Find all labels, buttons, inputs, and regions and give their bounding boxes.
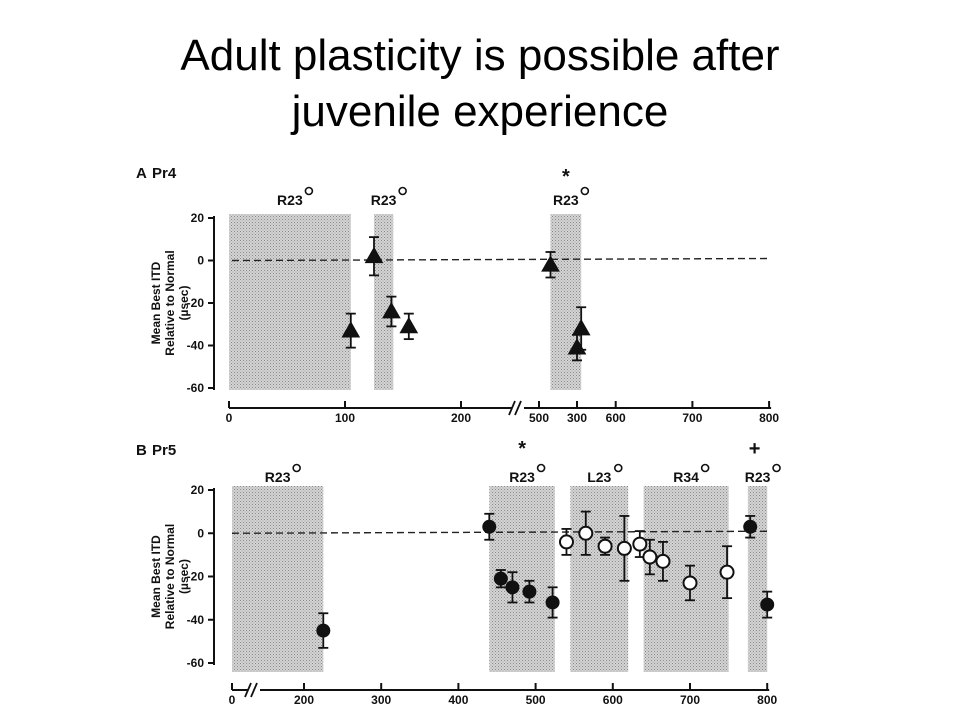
x-tick-label: 300 xyxy=(567,411,587,425)
degree-sign xyxy=(536,463,546,473)
data-point-open xyxy=(558,534,574,550)
axis-break xyxy=(508,400,516,416)
x-tick-label: 700 xyxy=(682,411,702,425)
x-tick-label: 800 xyxy=(757,693,777,707)
y-axis-label: Mean Best ITD xyxy=(149,535,163,618)
degree-sign xyxy=(304,186,314,196)
data-point-filled xyxy=(482,519,497,534)
data-point-triangle xyxy=(364,246,384,264)
y-axis-label: Relative to Normal xyxy=(163,524,177,629)
data-point-triangle xyxy=(341,321,361,338)
degree-sign xyxy=(613,463,623,473)
y-tick-label: -40 xyxy=(187,613,205,627)
y-tick-label: 20 xyxy=(191,211,205,225)
period-label: R34 xyxy=(673,469,699,485)
x-tick-label: 100 xyxy=(335,411,355,425)
data-point-filled xyxy=(522,584,537,599)
y-tick-label: 20 xyxy=(191,483,205,497)
data-point-filled xyxy=(760,597,775,612)
data-point-open xyxy=(632,536,648,552)
x-tick-label: 500 xyxy=(529,411,549,425)
y-axis-label: Mean Best ITD xyxy=(149,261,163,344)
data-point-open xyxy=(642,549,658,565)
degree-sign xyxy=(700,463,710,473)
data-point-open xyxy=(655,553,671,569)
x-tick-label: 800 xyxy=(759,411,779,425)
axis-break xyxy=(244,682,252,698)
significance-marker: + xyxy=(749,438,761,460)
data-point-open xyxy=(578,525,594,541)
x-tick-label: 600 xyxy=(606,411,626,425)
degree-sign xyxy=(292,463,301,473)
shaded-period xyxy=(747,486,768,672)
degree-sign xyxy=(398,186,407,196)
data-point-filled xyxy=(743,519,758,534)
data-point-triangle xyxy=(541,255,560,272)
x-tick-label: 0 xyxy=(226,411,233,425)
slide-title: Adult plasticity is possible after juven… xyxy=(0,28,960,140)
shaded-period xyxy=(232,486,324,672)
x-tick-label: 0 xyxy=(229,693,236,707)
data-point-open xyxy=(616,540,632,556)
subject-label: Pr5 xyxy=(152,442,176,459)
x-tick-label: 200 xyxy=(451,411,471,425)
y-tick-label: 0 xyxy=(197,254,204,268)
panel-letter: B xyxy=(136,442,147,459)
axis-break xyxy=(250,682,258,698)
period-label: R23 xyxy=(745,469,771,485)
data-point-triangle xyxy=(571,318,591,336)
y-axis-label: (µsec) xyxy=(177,286,191,321)
significance-marker: * xyxy=(518,438,526,460)
data-point-filled xyxy=(316,623,331,638)
y-tick-label: -20 xyxy=(187,570,205,584)
y-tick-label: -20 xyxy=(187,296,205,310)
title-line-1: Adult plasticity is possible after xyxy=(180,31,780,80)
x-tick-label: 200 xyxy=(294,693,314,707)
period-label: R23 xyxy=(553,192,579,208)
data-point-filled xyxy=(493,571,508,586)
y-tick-label: 0 xyxy=(197,526,204,540)
reference-line xyxy=(231,530,769,534)
axis-break xyxy=(514,400,522,416)
shaded-period xyxy=(374,214,394,390)
y-tick-label: -40 xyxy=(187,339,205,353)
shaded-period xyxy=(570,486,629,672)
title-line-2: juvenile experience xyxy=(291,87,669,136)
y-axis-label: (µsec) xyxy=(177,559,191,594)
period-label: R23 xyxy=(277,192,303,208)
data-point-filled xyxy=(505,580,520,595)
x-tick-label: 300 xyxy=(371,693,391,707)
data-point-filled xyxy=(545,595,560,610)
period-label: L23 xyxy=(587,469,611,485)
x-tick-label: 600 xyxy=(603,693,623,707)
data-point-triangle xyxy=(399,316,419,334)
period-label: R23 xyxy=(265,469,291,485)
significance-marker: * xyxy=(562,166,570,188)
degree-sign xyxy=(580,186,590,196)
x-tick-label: 700 xyxy=(680,693,700,707)
period-label: R23 xyxy=(371,192,397,208)
x-tick-label: 400 xyxy=(448,693,468,707)
panel-letter: A xyxy=(136,165,147,182)
shaded-period xyxy=(229,214,351,390)
y-tick-label: -60 xyxy=(187,656,205,670)
data-point-open xyxy=(597,538,613,554)
y-axis-label: Relative to Normal xyxy=(163,250,177,355)
degree-sign xyxy=(772,463,781,473)
x-tick-label: 500 xyxy=(526,693,546,707)
reference-line xyxy=(231,257,769,262)
data-point-open xyxy=(719,564,735,580)
period-label: R23 xyxy=(509,469,535,485)
data-point-triangle xyxy=(382,301,401,319)
subject-label: Pr4 xyxy=(152,165,177,182)
shaded-period xyxy=(550,214,582,390)
y-tick-label: -60 xyxy=(187,381,205,395)
data-point-open xyxy=(682,575,698,591)
